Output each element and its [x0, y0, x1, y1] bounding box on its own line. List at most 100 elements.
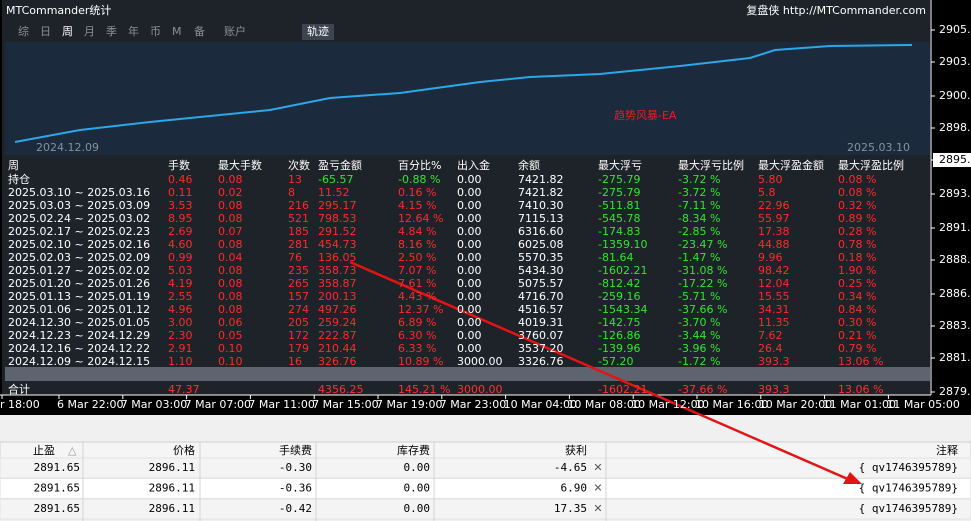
- period-tab[interactable]: 备: [194, 24, 205, 38]
- period-tab[interactable]: 综: [18, 24, 29, 38]
- time-label: 6 Mar 22:00: [57, 398, 123, 411]
- terminal-cell: 6.90: [561, 482, 588, 495]
- time-label: 7 Mar 11:00: [248, 398, 314, 411]
- cell: 0.00: [457, 173, 482, 186]
- period-tab[interactable]: 账户: [224, 24, 246, 38]
- cell: 17.38: [758, 225, 790, 238]
- period-tab[interactable]: 日: [40, 25, 51, 38]
- time-label: 7 Mar 19:00: [376, 398, 442, 411]
- equity-curve: [14, 44, 913, 143]
- cell: 15.55: [758, 290, 790, 303]
- cell: -3.72 %: [678, 173, 720, 186]
- cell: 0.00: [457, 238, 482, 251]
- period-tab[interactable]: M: [172, 25, 182, 38]
- cell: 4.96: [168, 303, 193, 316]
- cell: -31.08 %: [678, 264, 727, 277]
- terminal-cell: 2891.65: [34, 502, 80, 515]
- cell: -3.44 %: [678, 329, 720, 342]
- cell: 8.16 %: [398, 238, 436, 251]
- cell: 0.16 %: [398, 186, 436, 199]
- period-tab[interactable]: 周: [62, 25, 73, 38]
- cell: 0.11: [168, 186, 193, 199]
- site-link[interactable]: 复盘侠 http://MTCommander.com: [746, 3, 926, 17]
- arrow-head: [843, 472, 862, 484]
- cell: 4716.70: [518, 290, 564, 303]
- cell: -3.70 %: [678, 316, 720, 329]
- terminal-column-header[interactable]: 止盈: [33, 444, 55, 457]
- cell: 76: [288, 251, 302, 264]
- column-header: 手数: [168, 158, 190, 172]
- terminal-column-header[interactable]: 获利: [565, 444, 587, 457]
- cell: 3000.00: [457, 355, 503, 368]
- cell: 2.30: [168, 329, 193, 342]
- price-label: 2886.0: [939, 287, 971, 300]
- row-label: 2025.01.06 ~ 2025.01.12: [8, 303, 150, 316]
- track-button-bg[interactable]: [302, 24, 334, 40]
- cell: 7410.30: [518, 199, 564, 212]
- terminal-cell: 2891.65: [34, 461, 80, 474]
- cell: 1.90 %: [838, 264, 876, 277]
- terminal-cell: 2896.11: [149, 482, 195, 495]
- cell: -37.66 %: [678, 383, 727, 396]
- period-tab[interactable]: 月: [84, 25, 95, 38]
- cell: 0.08 %: [838, 173, 876, 186]
- terminal-column-header[interactable]: 价格: [173, 443, 195, 457]
- cell: 4.43 %: [398, 290, 436, 303]
- cell: 798.53: [318, 212, 357, 225]
- cell: 358.87: [318, 277, 357, 290]
- terminal-cell: 2896.11: [149, 502, 195, 515]
- cell: 393.3: [758, 383, 790, 396]
- close-icon[interactable]: ✕: [593, 482, 602, 495]
- terminal-column-header[interactable]: 库存费: [397, 443, 430, 457]
- cell: 44.88: [758, 238, 790, 251]
- track-button[interactable]: 轨迹: [307, 24, 329, 38]
- cell: 6.30 %: [398, 329, 436, 342]
- cell: 98.42: [758, 264, 790, 277]
- selected-row-bg: [5, 367, 930, 381]
- cell: 0.08: [218, 212, 243, 225]
- cell: 11.52: [318, 186, 350, 199]
- cell: 0.04: [218, 251, 243, 264]
- row-label: 2025.02.03 ~ 2025.02.09: [8, 251, 150, 264]
- time-label: 10 Mar 04:00: [504, 398, 577, 411]
- terminal-column-header[interactable]: 注释: [936, 443, 958, 457]
- cell: 0.00: [457, 186, 482, 199]
- terminal-column-header[interactable]: 手续费: [279, 443, 312, 457]
- cell: 0.00: [457, 290, 482, 303]
- close-icon[interactable]: ✕: [593, 461, 602, 474]
- cell: -275.79: [598, 173, 640, 186]
- time-label: 7 Mar 07:00: [185, 398, 251, 411]
- cell: 3326.76: [518, 355, 564, 368]
- equity-start-label: 2024.12.09: [36, 141, 99, 154]
- price-label: 2895.8: [939, 153, 971, 166]
- cell: 2.50 %: [398, 251, 436, 264]
- cell: 291.52: [318, 225, 357, 238]
- period-tab[interactable]: 币: [150, 25, 161, 38]
- cell: -17.22 %: [678, 277, 727, 290]
- cell: -139.96: [598, 342, 640, 355]
- cell: 1.10: [168, 355, 193, 368]
- price-label: 2893.0: [939, 187, 971, 200]
- cell: 6.89 %: [398, 316, 436, 329]
- cell: 0.00: [457, 316, 482, 329]
- time-label: 7 Mar 03:00: [121, 398, 187, 411]
- cell: 22.96: [758, 199, 790, 212]
- price-label: 2888.0: [939, 253, 971, 266]
- cell: 0.18 %: [838, 251, 876, 264]
- cell: 185: [288, 225, 309, 238]
- close-icon[interactable]: ✕: [593, 502, 602, 515]
- cell: 0.00: [457, 329, 482, 342]
- period-tab[interactable]: 季: [106, 25, 117, 38]
- cell: 0.00: [457, 342, 482, 355]
- time-label: r 18:00: [0, 398, 40, 411]
- row-label: 2025.02.10 ~ 2025.02.16: [8, 238, 150, 251]
- period-tab[interactable]: 年: [128, 24, 139, 38]
- cell: 136.05: [318, 251, 357, 264]
- watermark: 趋势风暴-EA: [614, 109, 677, 122]
- cell: 200.13: [318, 290, 357, 303]
- cell: 0.89 %: [838, 212, 876, 225]
- cell: 11.35: [758, 316, 790, 329]
- terminal-cell: 0.00: [404, 461, 431, 474]
- cell: -142.75: [598, 316, 640, 329]
- cell: 0.00: [457, 199, 482, 212]
